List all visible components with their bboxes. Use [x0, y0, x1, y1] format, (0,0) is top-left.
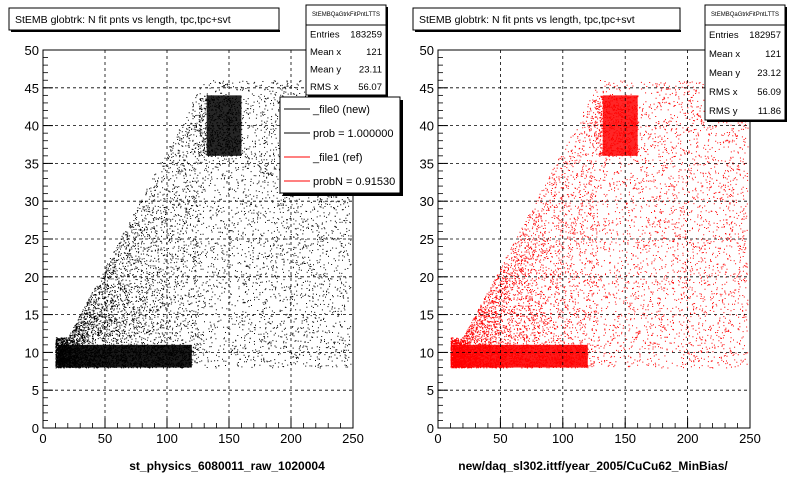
stats-label: RMS y: [709, 106, 738, 117]
stats-value: 23.11: [359, 64, 382, 75]
legend-entry-label: _file1 (ref): [312, 152, 363, 164]
stats-value: 121: [366, 47, 382, 58]
stats-value: 11.86: [758, 106, 781, 117]
y-tick-label: 50: [25, 43, 39, 58]
y-tick-label: 20: [25, 270, 39, 285]
stats-label: Mean y: [310, 64, 341, 75]
stats-value: 183259: [350, 29, 382, 40]
y-tick-label: 5: [32, 383, 39, 398]
x-tick-label: 100: [156, 431, 178, 446]
x-tick-label: 50: [493, 431, 507, 446]
x-tick-label: 50: [98, 431, 112, 446]
x-tick-label: 250: [342, 431, 364, 446]
y-tick-label: 40: [420, 119, 434, 134]
chart-title: StEMB globtrk: N fit pnts vs length, tpc…: [419, 14, 635, 26]
legend-entry-label: _file0 (new): [312, 104, 370, 116]
stats-value: 56.09: [757, 87, 781, 98]
stats-box: StEMBQaGtrkFitPntLTTS Entries 182957 Mean x…: [704, 4, 787, 122]
y-tick-label: 0: [427, 421, 434, 436]
stats-label: Mean x: [709, 49, 740, 60]
y-tick-label: 25: [25, 232, 39, 247]
x-tick-label: 200: [677, 431, 699, 446]
y-tick-label: 45: [25, 81, 39, 96]
y-tick-label: 5: [427, 383, 434, 398]
stats-label: Mean y: [709, 68, 740, 79]
footer-strip: [0, 470, 150, 480]
legend-box: [279, 96, 401, 194]
y-tick-label: 10: [25, 345, 39, 360]
x-tick-label: 150: [218, 431, 240, 446]
stats-value: 121: [765, 49, 781, 60]
x-axis-label: st_physics_6080011_raw_1020004: [129, 459, 325, 473]
dense-band-low: [57, 344, 192, 368]
grid: [438, 50, 750, 428]
x-axis-label: new/daq_sl302.ittf/year_2005/CuCu62_MinB…: [458, 459, 728, 473]
y-tick-label: 40: [25, 119, 39, 134]
stats-title: StEMBQaGtrkFitPntLTTS: [711, 12, 779, 18]
x-tick-label: 200: [280, 431, 302, 446]
stats-label: RMS x: [709, 87, 738, 98]
y-tick-label: 0: [32, 421, 39, 436]
y-tick-label: 50: [420, 43, 434, 58]
legend-entry-label: prob = 1.000000: [313, 128, 393, 140]
stats-box: StEMBQaGtrkFitPntLTTS Entries 183259 Mean x…: [305, 4, 388, 97]
x-tick-label: 0: [39, 431, 46, 446]
legend-entry-label: probN = 0.91530: [313, 176, 395, 188]
y-tick-label: 45: [420, 81, 434, 96]
y-tick-label: 35: [25, 156, 39, 171]
stats-label: RMS x: [310, 82, 339, 93]
x-axis: 0 50 100 150 200 250: [434, 418, 761, 446]
y-tick-label: 35: [420, 156, 434, 171]
stats-value: 56.07: [358, 82, 382, 93]
x-tick-label: 150: [614, 431, 636, 446]
right-histogram-panel: 0 50 100 150 200 250 0 5 10 15 20 25 30 35 40 45 50 new/d…: [412, 4, 787, 473]
y-tick-label: 30: [25, 194, 39, 209]
stats-label: Entries: [310, 29, 340, 40]
y-tick-label: 15: [420, 308, 434, 323]
y-tick-label: 30: [420, 194, 434, 209]
stats-frame: [305, 4, 387, 96]
left-histogram-panel: 0 50 100 150 200 250 0 5 10 15 20 25 30 35 40 45 50 st_ph…: [8, 4, 403, 473]
y-tick-label: 20: [420, 270, 434, 285]
stats-value: 182957: [749, 30, 781, 41]
chart-title: StEMB globtrk: N fit pnts vs length, tpc…: [15, 14, 231, 26]
y-axis: 0 5 10 15 20 25 30 35 40 45 50: [25, 43, 53, 436]
stats-label: Mean x: [310, 47, 341, 58]
y-tick-label: 25: [420, 232, 434, 247]
stats-label: Entries: [709, 30, 739, 41]
stats-title: StEMBQaGtrkFitPntLTTS: [312, 12, 380, 18]
x-axis: 0 50 100 150 200 250: [39, 418, 364, 446]
x-tick-label: 100: [552, 431, 574, 446]
y-tick-label: 10: [420, 345, 434, 360]
scatter-cloud: [55, 80, 352, 369]
legend: _file0 (new) prob = 1.000000 _file1 (ref) p…: [279, 96, 403, 196]
x-tick-label: 250: [739, 431, 761, 446]
dense-band-low: [452, 344, 588, 368]
y-axis: 0 5 10 15 20 25 30 35 40 45 50: [420, 43, 448, 436]
y-tick-label: 15: [25, 308, 39, 323]
stats-frame: [704, 4, 786, 121]
x-tick-label: 0: [434, 431, 441, 446]
stats-value: 23.12: [757, 68, 781, 79]
